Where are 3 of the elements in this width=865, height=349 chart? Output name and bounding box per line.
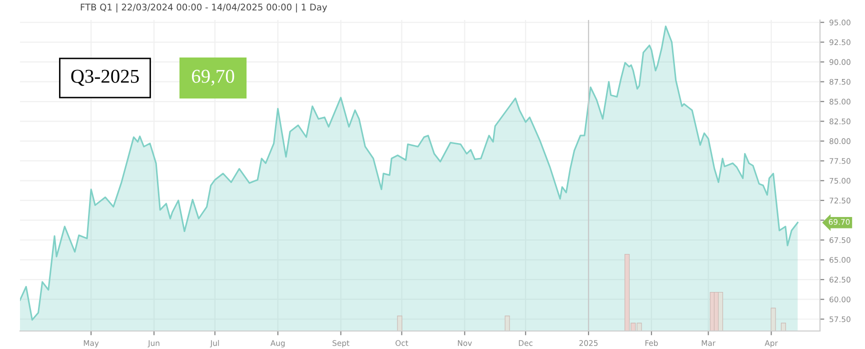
chart-title: FTB Q1 | 22/03/2024 00:00 - 14/04/2025 00:00 | 1 Day <box>80 3 328 13</box>
annotation: Q3-2025 <box>71 70 139 86</box>
annotation: 69,70 <box>192 70 234 86</box>
